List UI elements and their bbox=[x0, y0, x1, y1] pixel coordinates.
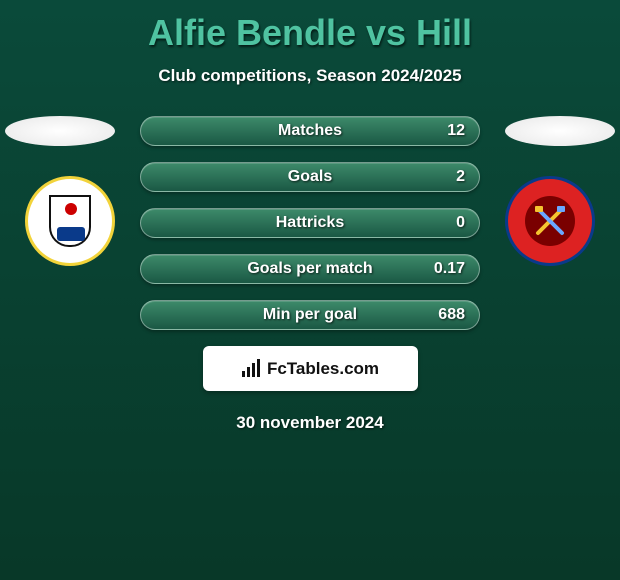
stat-label: Goals per match bbox=[247, 260, 372, 278]
stat-label: Goals bbox=[288, 168, 332, 186]
wimbledon-crest-icon bbox=[49, 195, 91, 247]
bar-chart-icon bbox=[241, 359, 263, 379]
stat-label: Min per goal bbox=[263, 306, 357, 324]
club-badge-right bbox=[505, 176, 595, 266]
stat-value: 0 bbox=[456, 214, 465, 232]
branding-box: FcTables.com bbox=[203, 346, 418, 391]
player-right-shadow bbox=[505, 116, 615, 146]
stat-label: Hattricks bbox=[276, 214, 344, 232]
comparison-panel: Matches 12 Goals 2 Hattricks 0 Goals per… bbox=[0, 116, 620, 433]
stat-bar-matches: Matches 12 bbox=[140, 116, 480, 146]
stat-value: 688 bbox=[438, 306, 465, 324]
club-badge-left bbox=[25, 176, 115, 266]
stat-value: 2 bbox=[456, 168, 465, 186]
stat-bar-goals: Goals 2 bbox=[140, 162, 480, 192]
stat-bar-min-per-goal: Min per goal 688 bbox=[140, 300, 480, 330]
stat-value: 12 bbox=[447, 122, 465, 140]
stats-bars: Matches 12 Goals 2 Hattricks 0 Goals per… bbox=[140, 116, 480, 330]
stat-bar-hattricks: Hattricks 0 bbox=[140, 208, 480, 238]
player-left-shadow bbox=[5, 116, 115, 146]
branding-text: FcTables.com bbox=[267, 359, 379, 379]
date-text: 30 november 2024 bbox=[0, 413, 620, 433]
dagenham-crest-icon bbox=[525, 196, 575, 246]
page-title: Alfie Bendle vs Hill bbox=[0, 0, 620, 54]
stat-label: Matches bbox=[278, 122, 342, 140]
stat-value: 0.17 bbox=[434, 260, 465, 278]
stat-bar-goals-per-match: Goals per match 0.17 bbox=[140, 254, 480, 284]
subtitle: Club competitions, Season 2024/2025 bbox=[0, 66, 620, 86]
